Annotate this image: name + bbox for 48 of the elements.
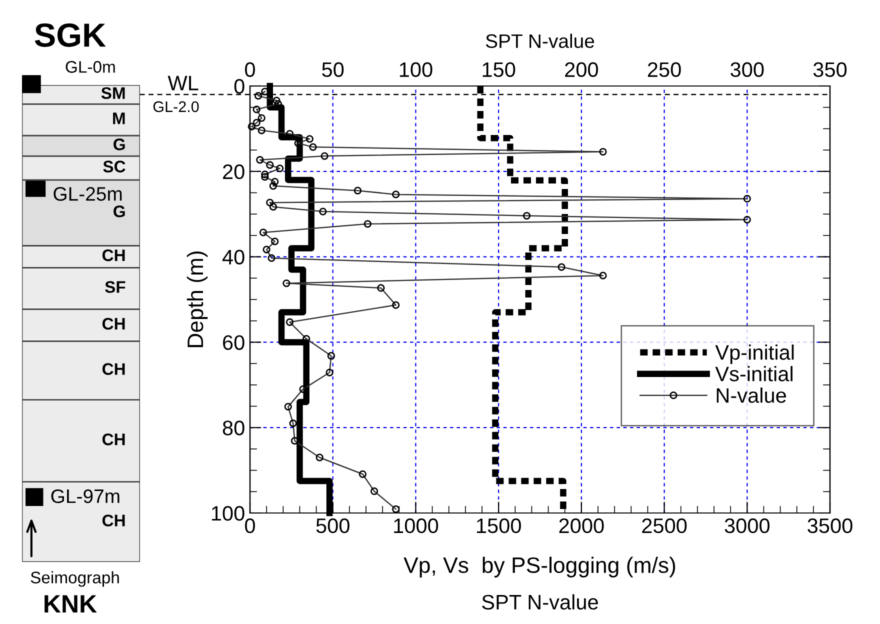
x2-tick-label: 350 — [813, 62, 847, 78]
legend-label: Vs-initial — [715, 366, 792, 382]
text: GL-2.0 — [153, 101, 199, 112]
series-label: SM — [101, 87, 125, 100]
x-tick-label: 3500 — [808, 518, 852, 534]
y-axis-title: Depth (m) — [186, 251, 208, 348]
ref-line-label: WL — [168, 76, 198, 90]
annotation: GL-25m — [54, 187, 122, 201]
series-label: SF — [105, 281, 126, 293]
text: GL-0m — [66, 61, 115, 73]
series-label: CH — [102, 249, 125, 262]
x-tick-label: 2500 — [642, 518, 687, 534]
x2-tick-label: 50 — [322, 62, 344, 78]
series-label: CH — [102, 363, 125, 375]
y-tick-label: 80 — [222, 420, 244, 436]
y-tick-label: 40 — [222, 250, 244, 265]
series-label: G — [114, 138, 125, 150]
series-label: G — [114, 206, 125, 218]
annotation: GL-97m — [51, 489, 120, 504]
series-label: CH — [102, 514, 125, 526]
x2-axis-title: SPT N-value — [486, 34, 594, 48]
x2-tick-label: 250 — [648, 62, 681, 78]
x2-tick-label: 150 — [482, 62, 516, 78]
x2-tick-label: 100 — [400, 62, 432, 78]
x2-tick-label: 200 — [565, 62, 598, 78]
chart-title: SGK — [34, 23, 106, 47]
x-tick-label: 0 — [245, 518, 255, 534]
x-tick-label: 3000 — [724, 518, 770, 534]
x2-tick-label: 300 — [730, 62, 764, 78]
series-label: M — [113, 112, 125, 124]
y-tick-label: 100 — [212, 506, 244, 521]
x-tick-label: 2000 — [559, 518, 604, 534]
text: SPT N-value — [482, 594, 598, 610]
x-tick-label: 1500 — [476, 518, 521, 534]
x-tick-label: 1000 — [394, 518, 438, 534]
y-tick-label: 0 — [234, 79, 244, 94]
x-axis-title: Vp, Vs by PS-logging (m/s) — [404, 556, 676, 578]
legend-label: Vp-initial — [715, 344, 794, 364]
series-label: SC — [103, 160, 126, 172]
x2-tick-label: 0 — [245, 62, 255, 78]
series-label: CH — [102, 434, 125, 446]
text: KNK — [44, 595, 97, 612]
y-tick-label: 20 — [223, 164, 244, 180]
x-tick-label: 500 — [316, 518, 350, 534]
legend-label: N-value — [716, 388, 786, 403]
series-label: CH — [102, 318, 125, 330]
y-tick-label: 60 — [223, 335, 244, 350]
text: Seimograph — [30, 571, 119, 587]
